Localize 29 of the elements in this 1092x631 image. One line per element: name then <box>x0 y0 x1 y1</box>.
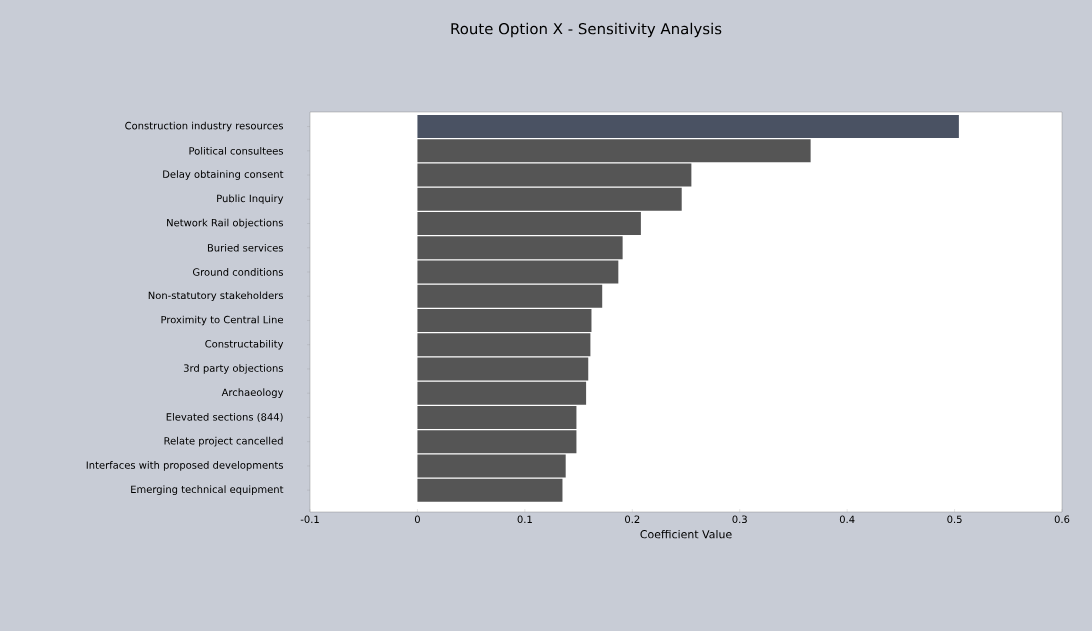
y-tick-label: Delay obtaining consent <box>163 170 284 180</box>
y-tick-label: Relate project cancelled <box>164 436 283 447</box>
x-tick-label: 0.3 <box>732 515 747 524</box>
bar <box>417 478 563 502</box>
x-tick-label: 0.4 <box>839 515 855 524</box>
y-tick-label: Archaeology <box>221 388 284 399</box>
x-tick-label: 0.6 <box>1054 515 1070 524</box>
y-tick-label: Constructability <box>205 339 284 350</box>
y-tick-label: 3rd party objections <box>183 364 284 374</box>
y-tick-label: Proximity to Central Line <box>161 315 283 326</box>
bar <box>417 115 959 139</box>
x-tick-label: -0.1 <box>300 515 319 524</box>
bar <box>417 139 811 163</box>
x-tick-label: 0.5 <box>947 515 962 524</box>
y-tick-label: Non-statutory stakeholders <box>148 291 284 302</box>
y-tick-label: Public Inquiry <box>217 194 284 205</box>
x-tick-label: 0.1 <box>517 515 532 524</box>
y-tick-label: Buried services <box>207 243 283 252</box>
chart-title: Route Option X - Sensitivity Analysis <box>451 22 722 38</box>
y-tick-label: Political consultees <box>189 146 284 155</box>
y-tick-label: Emerging technical equipment <box>131 485 284 495</box>
y-tick-label: Interfaces with proposed developments <box>86 461 283 471</box>
y-tick-label: Network Rail objections <box>167 218 284 229</box>
x-tick-label: 0.2 <box>625 515 640 524</box>
y-tick-label: Elevated sections (844) <box>166 412 283 422</box>
y-tick-label: Ground conditions <box>192 268 284 276</box>
y-tick-label: Construction industry resources <box>125 121 284 132</box>
x-tick-label: 0 <box>414 515 420 524</box>
x-axis-title: Coefficient Value <box>640 529 732 539</box>
